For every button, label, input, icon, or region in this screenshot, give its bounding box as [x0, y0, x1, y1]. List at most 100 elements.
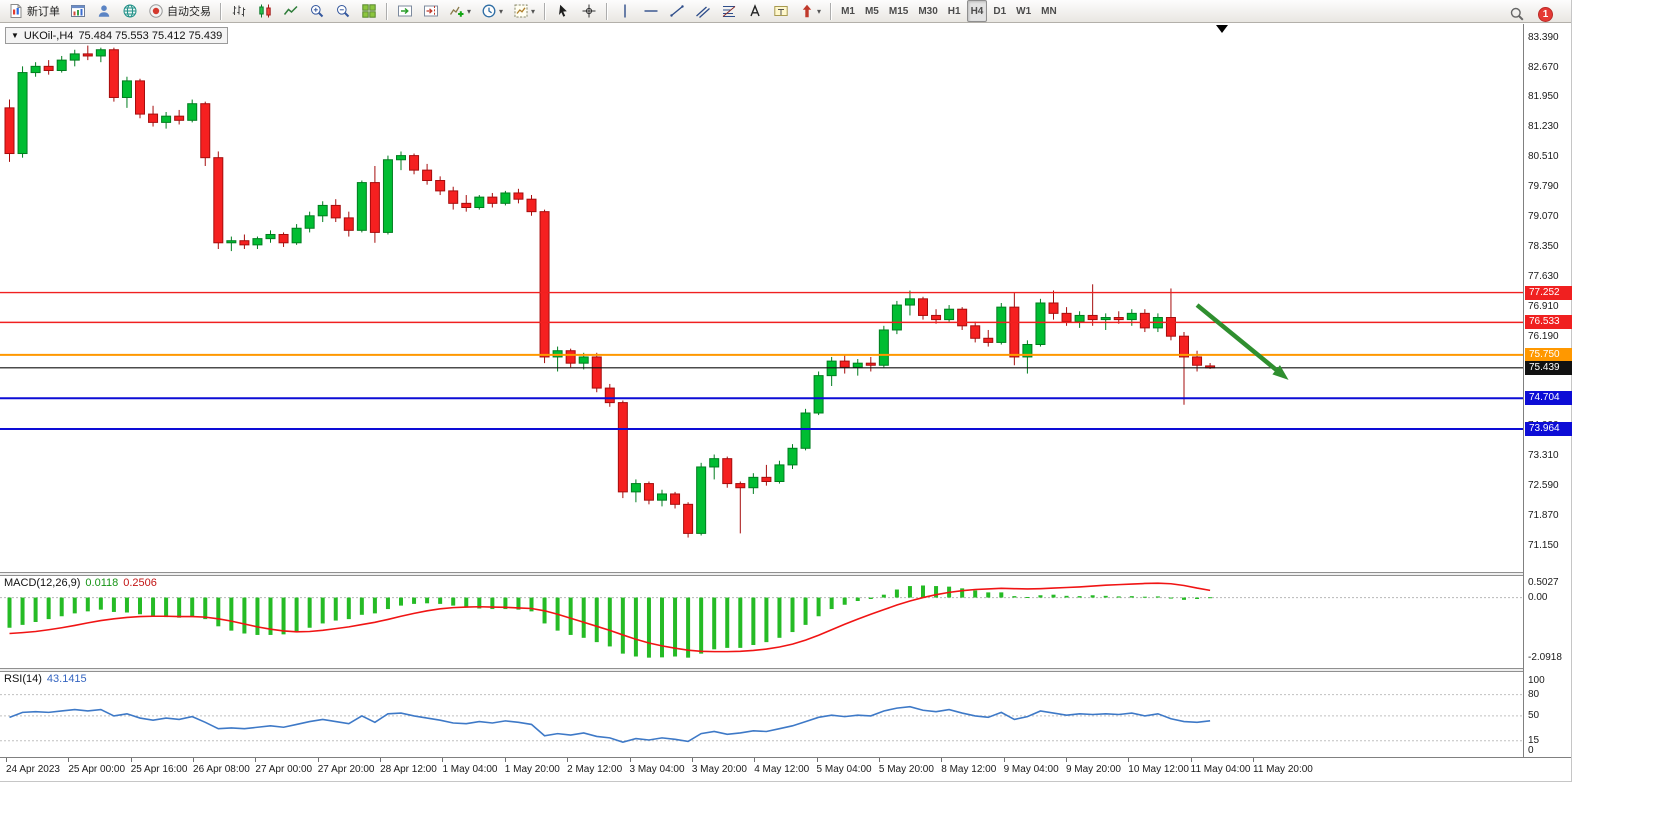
- template-icon: [513, 3, 529, 19]
- horizontal-line-button[interactable]: [639, 0, 663, 22]
- zoom-in-button[interactable]: [305, 0, 329, 22]
- fibonacci-button[interactable]: [717, 0, 741, 22]
- auto-scroll-icon: [397, 3, 413, 19]
- vertical-line-button[interactable]: [613, 0, 637, 22]
- line-chart-button[interactable]: [279, 0, 303, 22]
- cursor-icon: [555, 3, 571, 19]
- toolbar: 新订单 自动交易 ▾ ▾ ▾ ▾ M1 M5 M15 M30 H1 H4 D1 W1 MN: [0, 0, 1572, 23]
- dropdown-arrow-icon: ▾: [531, 6, 536, 16]
- rsi-panel[interactable]: [0, 672, 1523, 757]
- channel-button[interactable]: [691, 0, 715, 22]
- time-tick: [1065, 758, 1067, 762]
- rsi-header: RSI(14) 43.1415: [4, 673, 87, 685]
- cursor-button[interactable]: [551, 0, 575, 22]
- price-line-label: 73.964: [1525, 422, 1572, 437]
- tf-d1-button[interactable]: D1: [989, 0, 1010, 22]
- time-axis[interactable]: 24 Apr 2023 25 Apr 00:00 25 Apr 16:00 26 Ap…: [0, 757, 1572, 781]
- templates-button[interactable]: ▾: [509, 0, 539, 22]
- toolbar-right: 1: [1504, 3, 1553, 25]
- time-axis-label: 11 May 20:00: [1253, 764, 1313, 775]
- price-tick-label: 76.190: [1528, 330, 1559, 342]
- toolbar-separator: [220, 2, 222, 20]
- indicators-button[interactable]: ▾: [445, 0, 475, 22]
- trendline-button[interactable]: [665, 0, 689, 22]
- price-tick-label: 77.630: [1528, 270, 1559, 282]
- panel-separator[interactable]: [0, 572, 1572, 576]
- time-axis-label: 25 Apr 16:00: [130, 764, 188, 775]
- time-tick: [941, 758, 943, 762]
- community-button[interactable]: [118, 0, 142, 22]
- crosshair-button[interactable]: [577, 0, 601, 22]
- candlestick-chart-button[interactable]: [253, 0, 277, 22]
- macd-main-value: 0.0118: [85, 577, 119, 589]
- time-axis-label: 8 May 12:00: [941, 764, 997, 775]
- zoom-out-button[interactable]: [331, 0, 355, 22]
- notification-badge[interactable]: 1: [1538, 6, 1553, 22]
- horizontal-price-lines[interactable]: [0, 291, 1523, 431]
- time-tick: [691, 758, 693, 762]
- macd-panel[interactable]: [0, 576, 1523, 668]
- dropdown-arrow-icon: ▾: [467, 6, 472, 16]
- price-tick-label: 71.150: [1528, 539, 1559, 551]
- time-tick: [6, 758, 7, 762]
- chart-shift-button[interactable]: [419, 0, 443, 22]
- bar-chart-button[interactable]: [227, 0, 251, 22]
- rsi-axis-label: 0: [1528, 745, 1534, 757]
- autotrading-icon: [148, 3, 164, 19]
- tf-m30-button[interactable]: M30: [914, 0, 941, 22]
- one-click-collapse-arrow-icon[interactable]: ▼: [11, 31, 19, 40]
- chart-shift-marker[interactable]: [1216, 25, 1228, 33]
- ohlc-values: 75.484 75.553 75.412 75.439: [78, 29, 223, 42]
- symbol-tab[interactable]: ▼ UKOil-,H4 75.484 75.553 75.412 75.439: [5, 27, 229, 44]
- price-axis[interactable]: 83.390 82.670 81.950 81.230 80.510 79.790 79.0…: [1523, 24, 1572, 757]
- toolbar-separator: [830, 2, 833, 20]
- dropdown-arrow-icon: ▾: [817, 6, 822, 16]
- tf-mn-button[interactable]: MN: [1037, 0, 1061, 22]
- price-tick-label: 76.910: [1528, 300, 1559, 312]
- charts-button[interactable]: [66, 0, 90, 22]
- search-button[interactable]: [1505, 3, 1529, 25]
- price-line-label: 77.252: [1525, 285, 1572, 300]
- tf-m5-button[interactable]: M5: [861, 0, 883, 22]
- auto-scroll-button[interactable]: [393, 0, 417, 22]
- panel-separator[interactable]: [0, 668, 1572, 672]
- zoom-out-icon: [335, 3, 351, 19]
- time-tick: [629, 758, 631, 762]
- periods-button[interactable]: ▾: [477, 0, 507, 22]
- price-tick-label: 78.350: [1528, 240, 1559, 252]
- time-axis-label: 2 May 12:00: [567, 764, 623, 775]
- time-axis-label: 5 May 04:00: [816, 764, 872, 775]
- trend-arrow[interactable]: [1195, 303, 1281, 375]
- bars-icon: [231, 3, 247, 19]
- tf-h4-button[interactable]: H4: [966, 0, 988, 22]
- time-axis-label: 1 May 04:00: [442, 764, 498, 775]
- profiles-button[interactable]: [92, 0, 116, 22]
- rsi-label: RSI(14): [4, 673, 42, 685]
- time-axis-label: 3 May 04:00: [629, 764, 685, 775]
- autotrading-button[interactable]: 自动交易: [144, 0, 215, 22]
- tf-m15-button[interactable]: M15: [885, 0, 912, 22]
- hline-icon: [643, 3, 659, 19]
- rsi-axis-label: 15: [1528, 734, 1540, 746]
- macd-signal-line: [9, 582, 1211, 653]
- tf-h1-button-label: H1: [947, 5, 961, 17]
- toolbar-separator: [544, 2, 547, 20]
- tf-w1-button[interactable]: W1: [1012, 0, 1035, 22]
- text-button[interactable]: [743, 0, 767, 22]
- tile-windows-icon: [361, 3, 377, 19]
- price-tick-label: 80.510: [1528, 151, 1559, 163]
- time-tick: [504, 758, 506, 762]
- rsi-line: [9, 705, 1211, 743]
- macd-label: MACD(12,26,9): [4, 577, 81, 589]
- new-order-button[interactable]: 新订单: [4, 0, 64, 22]
- arrows-button[interactable]: ▾: [795, 0, 825, 22]
- main-price-chart[interactable]: [0, 24, 1523, 572]
- text-label-button[interactable]: [769, 0, 793, 22]
- tile-windows-button[interactable]: [357, 0, 381, 22]
- dropdown-arrow-icon: ▾: [499, 6, 504, 16]
- macd-histogram: [7, 585, 1213, 658]
- tf-h1-button[interactable]: H1: [944, 0, 965, 22]
- price-tick-label: 82.670: [1528, 61, 1559, 73]
- tf-m1-button[interactable]: M1: [837, 0, 859, 22]
- text-label-icon: [773, 3, 789, 19]
